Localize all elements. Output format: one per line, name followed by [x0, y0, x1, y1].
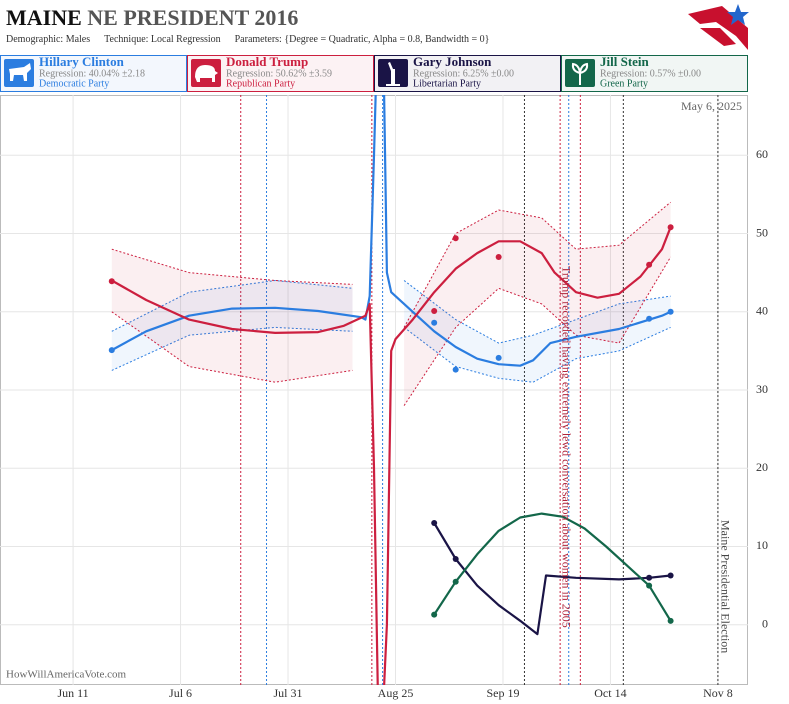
logo	[688, 4, 749, 50]
x-tick-label: Oct 14	[594, 686, 626, 700]
confidence-band	[404, 280, 671, 383]
band-upper	[111, 279, 671, 344]
data-point	[667, 308, 674, 315]
data-point	[452, 556, 459, 563]
trend-line	[111, 95, 672, 367]
band-lower	[111, 256, 672, 406]
y-tick-label: 0	[762, 616, 768, 630]
legend-name: Gary Johnson	[413, 54, 492, 69]
y-tick-label: 20	[756, 460, 768, 474]
data-point	[431, 307, 438, 314]
x-tick-label: Jul 31	[274, 686, 303, 700]
legend-name: Donald Trump	[226, 54, 308, 69]
date-stamp: May 6, 2025	[681, 99, 742, 113]
annotation: Maine Presidential Election	[719, 520, 733, 653]
data-point	[646, 315, 653, 322]
y-tick-label: 40	[756, 304, 768, 318]
title-state: MAINE	[6, 5, 82, 30]
y-tick-label: 50	[756, 225, 768, 239]
x-tick-label: Jun 11	[57, 686, 88, 700]
data-point	[646, 574, 653, 581]
subtitle-part: Parameters: {Degree = Quadratic, Alpha =…	[235, 34, 490, 45]
legend-regression: Regression: 50.62% ±3.59	[226, 68, 332, 79]
grid	[0, 95, 748, 685]
legend-name: Hillary Clinton	[39, 54, 125, 69]
chart-title: MAINE NE PRESIDENT 2016	[6, 5, 298, 30]
legend-regression: Regression: 40.04% ±2.18	[39, 68, 145, 79]
data-point	[452, 235, 459, 242]
plot-area	[108, 95, 719, 685]
legend-name: Jill Stein	[600, 54, 650, 69]
subtitle: Demographic: Males Technique: Local Regre…	[6, 34, 489, 45]
data-point	[667, 224, 674, 231]
band-lower	[111, 326, 671, 383]
x-tick-label: Jul 6	[169, 686, 192, 700]
data-point	[431, 520, 438, 527]
subtitle-part: Demographic: Males	[6, 34, 90, 45]
data-point	[667, 572, 674, 579]
legend-party: Green Party	[600, 78, 648, 89]
confidence-band	[111, 249, 353, 383]
data-point	[646, 582, 653, 589]
data-point	[108, 278, 115, 285]
data-point	[495, 253, 502, 260]
x-tick-label: Nov 8	[703, 686, 733, 700]
x-tick-label: Sep 19	[486, 686, 519, 700]
legend-regression: Regression: 6.25% ±0.00	[413, 68, 514, 79]
trend-line	[111, 226, 672, 685]
watermark: HowWillAmericaVote.com	[6, 669, 126, 681]
data-point	[495, 354, 502, 361]
subtitle-part: Technique: Local Regression	[104, 34, 220, 45]
data-point	[667, 617, 674, 624]
title-race: NE PRESIDENT 2016	[87, 5, 298, 30]
y-tick-label: 10	[756, 538, 768, 552]
band-upper	[111, 201, 671, 328]
legend-party: Libertarian Party	[413, 78, 481, 89]
legend-regression: Regression: 0.57% ±0.00	[600, 68, 701, 79]
data-point	[431, 611, 438, 618]
data-point	[646, 261, 653, 268]
icon	[386, 62, 400, 86]
data-point	[452, 578, 459, 585]
icon	[571, 62, 589, 85]
annotation: Trump recorded having extremely lewd con…	[560, 266, 574, 628]
data-point	[108, 347, 115, 354]
icon	[9, 63, 31, 81]
icon	[195, 65, 218, 82]
confidence-band	[404, 202, 671, 406]
y-tick-label: 60	[756, 147, 768, 161]
legend-party: Republican Party	[226, 78, 295, 89]
confidence-band	[111, 280, 353, 371]
trend-line	[433, 522, 671, 636]
legend-party: Democratic Party	[39, 78, 109, 89]
data-point	[452, 366, 459, 373]
data-point	[431, 319, 438, 326]
trend-line	[433, 512, 672, 622]
x-tick-label: Aug 25	[378, 686, 414, 700]
y-tick-label: 30	[756, 382, 768, 396]
